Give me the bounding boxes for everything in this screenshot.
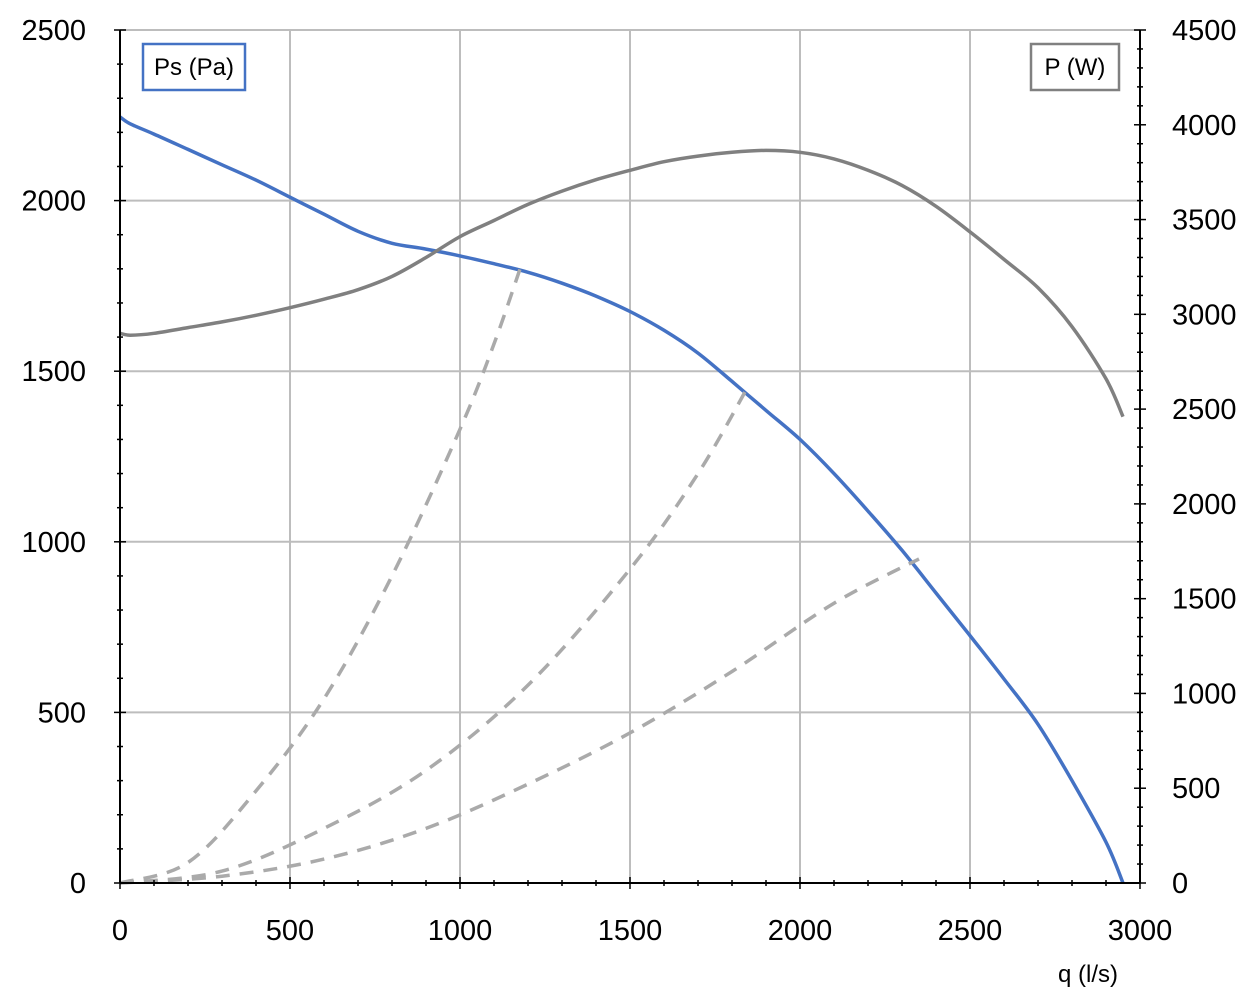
y-left-tick-label-5: 2500 <box>21 15 86 47</box>
series-layer <box>118 115 1125 885</box>
x-tick-label-6: 3000 <box>1108 915 1173 947</box>
y-left-tick-label-0: 0 <box>70 868 86 900</box>
x-tick-label-1: 500 <box>266 915 314 947</box>
y-right-tick-label-5: 2500 <box>1172 394 1237 426</box>
grid <box>120 29 1141 883</box>
y-right-tick-label-0: 0 <box>1172 868 1188 900</box>
system-curve-4 <box>119 557 920 885</box>
y-right-tick-label-6: 3000 <box>1172 299 1237 331</box>
y-left-tick-label-1: 500 <box>38 697 86 729</box>
y-left-tick-label-4: 2000 <box>21 186 86 218</box>
y-left-tick-label-3: 1500 <box>21 356 86 388</box>
y-right-tick-label-1: 500 <box>1172 773 1220 805</box>
legend-left: Ps (Pa) <box>141 42 247 92</box>
tick-labels: 0 500 1000 1500 2000 2500 0 500 1000 1500 2000 2500… <box>21 15 1236 947</box>
y-right-tick-label-3: 1500 <box>1172 584 1237 616</box>
x-tick-label-2: 1000 <box>428 915 493 947</box>
x-tick-label-0: 0 <box>112 915 128 947</box>
y-right-tick-label-7: 3500 <box>1172 205 1237 237</box>
x-tick-label-5: 2500 <box>938 915 1003 947</box>
y-right-tick-label-9: 4500 <box>1172 15 1237 47</box>
series-line-1 <box>119 148 1125 418</box>
legend-left-label: Ps (Pa) <box>154 54 234 81</box>
legend-right-label: P (W) <box>1045 54 1106 81</box>
y-right-tick-label-4: 2000 <box>1172 489 1237 521</box>
y-right-tick-label-8: 4000 <box>1172 110 1237 142</box>
x-tick-label-3: 1500 <box>598 915 663 947</box>
y-left-tick-label-2: 1000 <box>21 527 86 559</box>
legend-right-box <box>1029 42 1121 92</box>
legend-right: P (W) <box>1029 42 1121 92</box>
series-line-0 <box>118 115 1125 884</box>
legend-left-box <box>141 42 247 92</box>
x-axis-title: q (l/s) <box>1058 961 1118 988</box>
system-curve-2 <box>119 264 523 885</box>
x-tick-label-4: 2000 <box>768 915 833 947</box>
y-right-tick-label-2: 1000 <box>1172 678 1237 710</box>
tick-marks <box>114 29 1146 889</box>
